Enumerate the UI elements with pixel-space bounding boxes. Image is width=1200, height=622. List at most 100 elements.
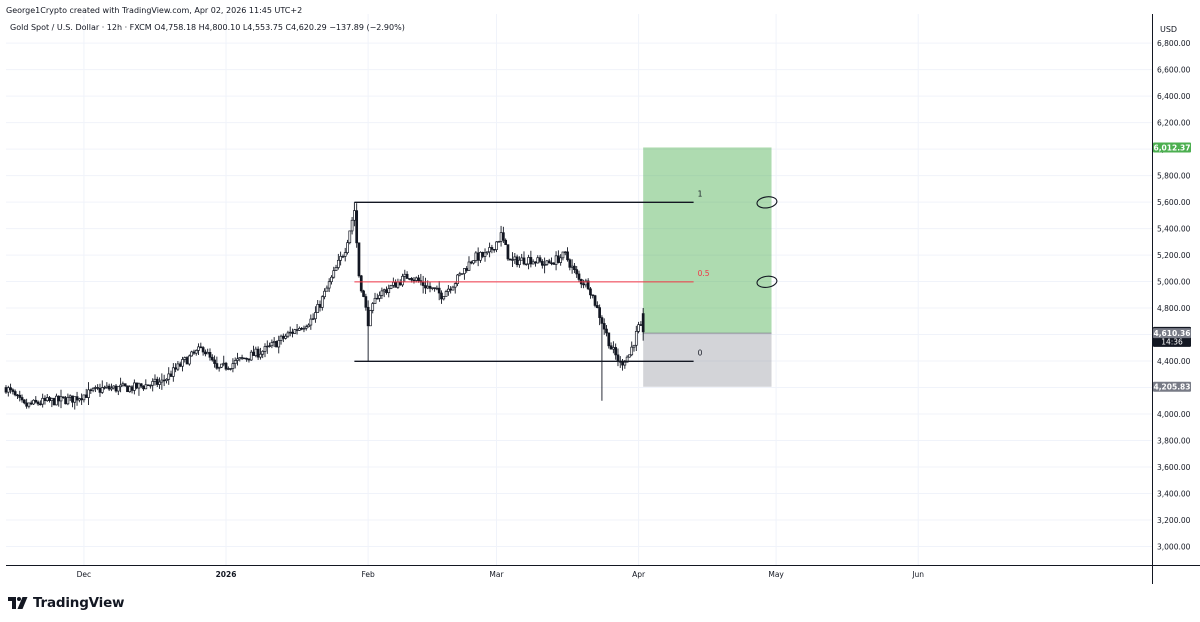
symbol-legend[interactable]: Gold Spot / U.S. Dollar · 12h · FXCM O4,… (10, 23, 405, 32)
time-tick-label: Jun (911, 570, 924, 579)
time-tick-label: Apr (632, 570, 646, 579)
price-axis: 3,000.00 3,200.00 3,400.00 3,600.00 3,800.00… (1157, 39, 1191, 551)
candle-body (364, 296, 368, 308)
candle-body (563, 251, 567, 254)
candle-body (515, 256, 519, 266)
grid (6, 14, 1152, 565)
tradingview-brand[interactable]: TradingView (8, 594, 125, 612)
candle-body (417, 277, 420, 282)
candle-body (66, 397, 70, 405)
candle-body (623, 361, 627, 366)
price-tick-label: 5,000.00 (1157, 278, 1191, 287)
chart-credit: George1Crypto created with TradingView.c… (6, 6, 303, 15)
candle-body (334, 267, 338, 271)
candle-body (586, 280, 590, 290)
candle-body (272, 341, 276, 343)
candle-body (130, 386, 134, 391)
candle-body (165, 378, 168, 382)
candle-body (307, 324, 310, 328)
candle-body (77, 398, 81, 401)
candle-body (57, 395, 61, 402)
candle-body (465, 268, 469, 271)
price-tick-label: 6,200.00 (1157, 119, 1191, 128)
candle-body (332, 270, 336, 278)
candle-body (463, 268, 466, 274)
loss-zone (643, 333, 772, 387)
price-label-badge (1153, 142, 1191, 153)
candle-body (502, 232, 505, 241)
candle-body (243, 357, 246, 360)
candle-body (13, 391, 17, 396)
candle-body (158, 381, 161, 385)
time-tick-label: May (768, 570, 784, 579)
candle-body (373, 297, 377, 304)
candle-body (504, 239, 508, 246)
candle-body (43, 397, 47, 401)
candle-body (398, 281, 402, 286)
time-tick-label: Dec (77, 570, 92, 579)
price-tick-label: 5,400.00 (1157, 225, 1191, 234)
candle-body (155, 378, 159, 385)
position-zones (643, 147, 772, 387)
candle-body (479, 251, 482, 261)
candle-body (185, 357, 189, 365)
candle-body (336, 259, 340, 268)
tradingview-logo-icon (8, 597, 28, 609)
candle-body (453, 283, 457, 288)
candle-body (110, 387, 113, 390)
candles (4, 202, 645, 410)
candle-body (483, 252, 487, 257)
candle-body (39, 403, 42, 406)
candle-body (440, 292, 443, 300)
candle-body (9, 387, 12, 391)
candle-body (139, 383, 143, 387)
candle-body (511, 259, 514, 261)
candle-body (295, 329, 299, 331)
candle-body (263, 346, 267, 352)
price-label-text: 4,205.83 (1153, 383, 1190, 392)
candle-body (566, 251, 569, 261)
candle-body (25, 402, 28, 407)
candle-body (559, 257, 563, 263)
candle-body (105, 385, 109, 388)
candle-body (634, 331, 638, 346)
candle-body (506, 244, 510, 260)
candle-body (32, 399, 35, 405)
candle-body (421, 281, 425, 286)
candle-body (87, 389, 90, 398)
price-tick-label: 5,200.00 (1157, 251, 1191, 260)
candle-body (192, 351, 196, 354)
candle-body (135, 382, 138, 389)
candle-body (366, 306, 370, 327)
candle-body (201, 347, 205, 353)
candle-body (485, 251, 489, 254)
candle-body (288, 331, 292, 334)
candle-body (598, 307, 601, 318)
candle-body (311, 318, 315, 320)
candle-body (577, 273, 581, 280)
candle-body (245, 358, 249, 360)
candle-body (91, 387, 95, 391)
candle-body (545, 260, 549, 265)
candle-body (279, 335, 283, 341)
fib-retracement: 10.50 (354, 189, 710, 362)
candle-body (270, 342, 274, 347)
candle-body (112, 385, 116, 389)
price-label-text: 6,012.37 (1153, 143, 1190, 152)
candle-body (181, 359, 184, 367)
price-tick-label: 6,400.00 (1157, 92, 1191, 101)
candle-body (98, 387, 102, 393)
brand-name: TradingView (33, 595, 125, 611)
candle-body (529, 257, 533, 265)
candle-body (151, 381, 155, 386)
candle-body (472, 260, 475, 264)
candle-body (430, 287, 434, 289)
candle-body (424, 285, 427, 289)
candle-body (302, 327, 306, 330)
candle-body (169, 373, 173, 377)
candle-body (518, 259, 521, 266)
candle-body (401, 275, 404, 286)
candle-body (639, 324, 643, 326)
candle-body (435, 287, 439, 290)
